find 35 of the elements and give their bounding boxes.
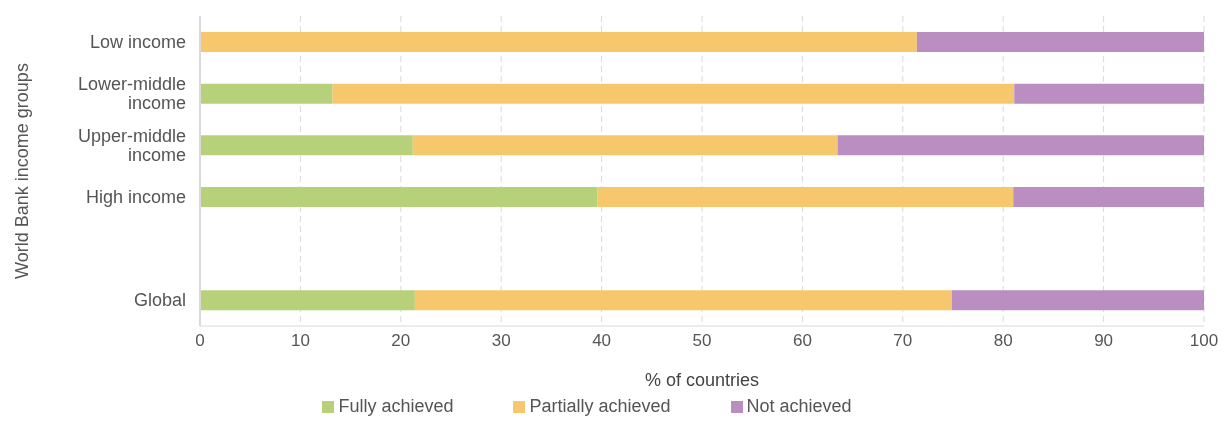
y-axis-title: World Bank income groups [12,63,33,279]
bar [332,83,1015,104]
x-tick-label: 20 [391,331,411,351]
bar [200,32,917,52]
bar [837,135,1204,156]
x-tick-label: 10 [290,331,310,351]
bar [1013,187,1204,207]
y-tick-label: Lower-middle income [77,74,186,113]
x-tick-label: 100 [1189,331,1219,351]
bar [916,32,1204,52]
bar [597,187,1014,207]
x-tick-label: 70 [893,331,913,351]
y-tick-label: Global [133,290,186,311]
bar [1014,83,1204,104]
bar [200,83,333,104]
y-tick-label: Upper-middle income [77,125,186,165]
legend-label: Not achieved [746,396,852,416]
bar [200,135,413,156]
legend-label: Fully achieved [338,396,454,416]
x-axis-title: % of countries [644,370,760,390]
legend-label: Partially achieved [529,396,671,416]
x-tick-label: 60 [792,331,812,351]
y-tick-label: Low income [89,31,186,52]
x-tick-label: 90 [1094,331,1114,351]
bar [200,290,415,311]
x-tick-label: 30 [491,331,511,351]
bar [412,135,838,156]
x-tick-label: 80 [993,331,1013,351]
bar [952,290,1204,311]
bar [200,187,598,207]
x-tick-label: 0 [195,331,205,351]
bar [414,290,952,311]
x-tick-label: 50 [692,331,712,351]
x-tick-label: 40 [592,331,612,351]
y-tick-label: High income [85,186,186,207]
